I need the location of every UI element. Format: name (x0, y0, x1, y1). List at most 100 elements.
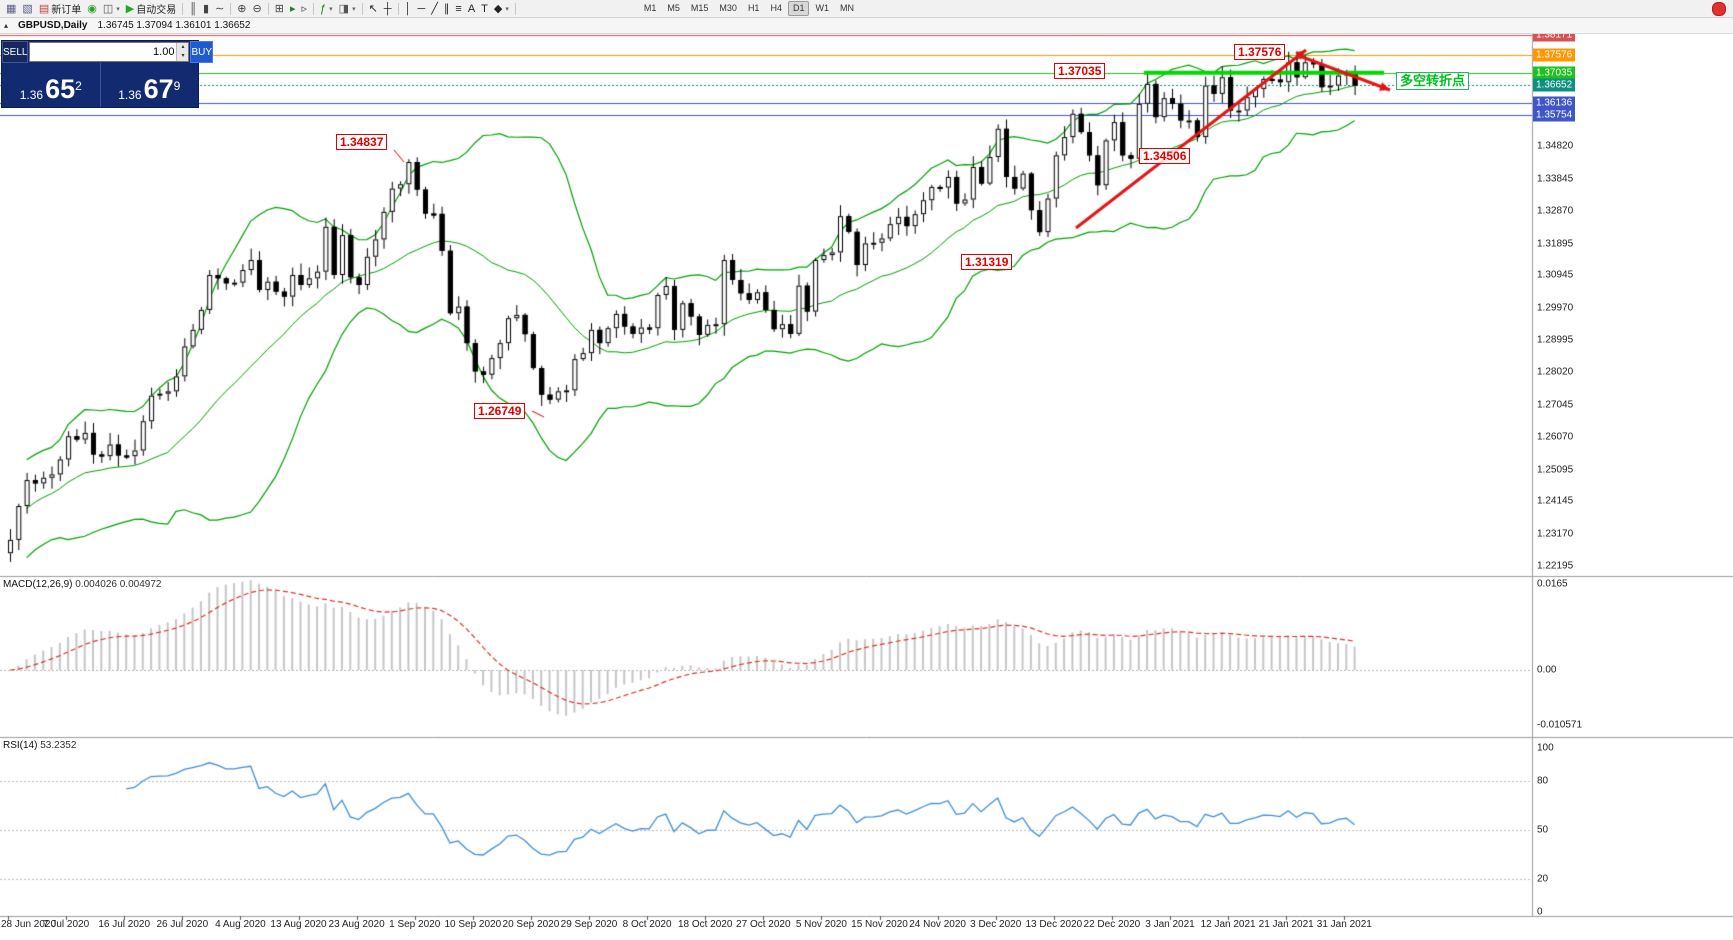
cursor-icon[interactable]: ↖ (366, 1, 381, 17)
note-annotation[interactable]: 多空转折点 (1396, 72, 1470, 90)
text-label-icon[interactable]: A (465, 1, 478, 17)
zoom-out-icon[interactable]: ⊖ (250, 1, 265, 17)
date-axis-label: 3 Dec 2020 (970, 919, 1022, 930)
price-scale-label: 1.26070 (1537, 431, 1574, 443)
date-axis-label: 29 Sep 2020 (560, 919, 618, 930)
macd-scale-label: 0.00 (1537, 664, 1557, 676)
price-annotation[interactable]: 1.37035 (1054, 63, 1106, 79)
indicators-list-icon[interactable]: ƒ ▾ (317, 1, 336, 17)
fibonacci-icon[interactable]: ≡ (452, 1, 464, 17)
auto-scroll-icon[interactable]: ▸ (287, 1, 299, 17)
volume-box: ▴ ▾ (29, 42, 190, 62)
crosshair-icon: ┼ (383, 2, 392, 15)
timeframe-m1[interactable]: M1 (643, 3, 657, 13)
price-scale-label: 1.23170 (1537, 528, 1574, 540)
date-axis-label: 31 Jan 2021 (1316, 919, 1372, 930)
buy-price-display[interactable]: 1.36 67 9 (101, 63, 199, 107)
volume-decrease-button[interactable]: ▾ (177, 52, 189, 61)
timeframe-m30[interactable]: M30 (719, 3, 737, 13)
timeframe-m5[interactable]: M5 (667, 3, 680, 13)
fibonacci-icon: ≡ (455, 2, 462, 15)
horizontal-line-icon: ─ (417, 2, 426, 15)
price-tag: 1.37035 (1533, 66, 1576, 80)
new-order-button: ▤ (38, 2, 50, 15)
timeframe-d1[interactable]: D1 (787, 1, 810, 16)
chart-profiles-icon: ▧ (22, 2, 33, 15)
price-scale-label: 1.24145 (1537, 495, 1574, 507)
date-axis-label: 26 Jul 2020 (156, 919, 209, 930)
price-tag: 1.35754 (1533, 108, 1576, 122)
indicators-icon: ◉ (87, 2, 97, 15)
zoom-in-icon[interactable]: ⊕ (234, 1, 249, 17)
crosshair-icon[interactable]: ┼ (381, 1, 395, 17)
volume-spinner: ▴ ▾ (176, 43, 189, 61)
templates-icon[interactable]: ◨ ▾ (336, 1, 359, 17)
equidistant-channel-icon[interactable]: ∥ (441, 1, 453, 17)
rsi-scale-label: 50 (1537, 824, 1549, 836)
price-scale-label: 1.34820 (1537, 140, 1574, 152)
price-annotation[interactable]: 1.26749 (474, 403, 526, 419)
price-annotation[interactable]: 1.31319 (961, 254, 1013, 270)
sell-price-display[interactable]: 1.36 65 2 (2, 63, 101, 107)
price-tag: 1.37576 (1533, 48, 1576, 62)
date-axis-label: 18 Oct 2020 (677, 919, 733, 930)
price-annotation[interactable]: 1.37576 (1234, 44, 1286, 60)
cursor-icon: ↖ (368, 2, 378, 15)
alert-icon[interactable] (1712, 1, 1726, 16)
trendline-icon: ╱ (431, 2, 438, 15)
volume-input[interactable] (30, 43, 177, 61)
toolbar-separator (361, 2, 363, 15)
trade-panel-prices: 1.36 65 2 1.36 67 9 (2, 63, 198, 107)
chart-shift-icon[interactable]: ▹ (298, 1, 310, 17)
chevron-down-icon: ▾ (505, 5, 509, 13)
date-axis-label: 27 Oct 2020 (736, 919, 791, 930)
autotrading-button[interactable]: ▶ 自动交易 (123, 1, 179, 17)
chart-layouts-icon[interactable]: ◫ ▾ (100, 1, 123, 17)
date-axis-label: 13 Aug 2020 (270, 919, 327, 930)
horizontal-line-icon[interactable]: ─ (414, 1, 428, 17)
price-scale-label: 1.25095 (1537, 464, 1574, 476)
chevron-down-icon: ▾ (116, 5, 120, 13)
toolbar-separator (182, 2, 184, 15)
vertical-line-icon: │ (404, 2, 412, 15)
price-annotation[interactable]: 1.34506 (1139, 148, 1191, 164)
volume-increase-button[interactable]: ▴ (177, 43, 189, 52)
equidistant-channel-icon: ∥ (443, 2, 450, 15)
bar-chart-icon[interactable]: ║ (186, 1, 200, 17)
timeframe-h4[interactable]: H4 (770, 3, 782, 13)
timeframe-mn[interactable]: MN (839, 3, 854, 13)
chevron-down-icon: ▾ (352, 5, 356, 13)
new-chart-icon[interactable]: ▦ (3, 1, 19, 17)
sell-button[interactable]: SELL (2, 41, 29, 63)
trendline-icon[interactable]: ╱ (428, 1, 441, 17)
chart-shift-icon: ▹ (301, 2, 308, 15)
chart-title-bar: ▴ GBPUSD,Daily 1.36745 1.37094 1.36101 1… (0, 18, 1733, 34)
shapes-icon: ◆ (493, 2, 503, 15)
timeframe-m15[interactable]: M15 (690, 3, 709, 13)
price-annotation[interactable]: 1.34837 (336, 134, 388, 150)
tile-windows-icon[interactable]: ⊞ (272, 1, 287, 17)
price-scale-label: 1.27045 (1537, 399, 1574, 411)
date-axis-label: 23 Aug 2020 (328, 919, 385, 930)
date-axis-label: 12 Jan 2021 (1200, 919, 1256, 930)
shapes-icon[interactable]: ◆ ▾ (491, 1, 512, 17)
chart-profiles-icon[interactable]: ▧ (19, 1, 35, 17)
new-chart-icon: ▦ (6, 2, 17, 15)
toolbar-separator (514, 2, 516, 15)
timeframe-h1[interactable]: H1 (747, 3, 760, 13)
candlestick-chart-icon[interactable]: ▮ (200, 1, 212, 17)
buy-button[interactable]: BUY (190, 41, 214, 63)
trade-panel-controls: SELL ▴ ▾ BUY (2, 41, 214, 63)
indicators-icon[interactable]: ◉ (84, 1, 100, 17)
line-chart-icon[interactable]: ∼ (212, 1, 227, 17)
vertical-line-icon[interactable]: │ (402, 1, 415, 17)
arrows-icon[interactable]: T (478, 1, 491, 17)
new-order-button[interactable]: ▤ 新订单 (36, 1, 84, 17)
date-axis-label: 21 Jan 2021 (1258, 919, 1314, 930)
collapse-icon[interactable]: ▴ (4, 21, 9, 30)
price-scale-label: 1.29970 (1537, 302, 1574, 314)
timeframe-w1[interactable]: W1 (815, 3, 829, 13)
price-scale-label: 1.31895 (1537, 238, 1574, 250)
